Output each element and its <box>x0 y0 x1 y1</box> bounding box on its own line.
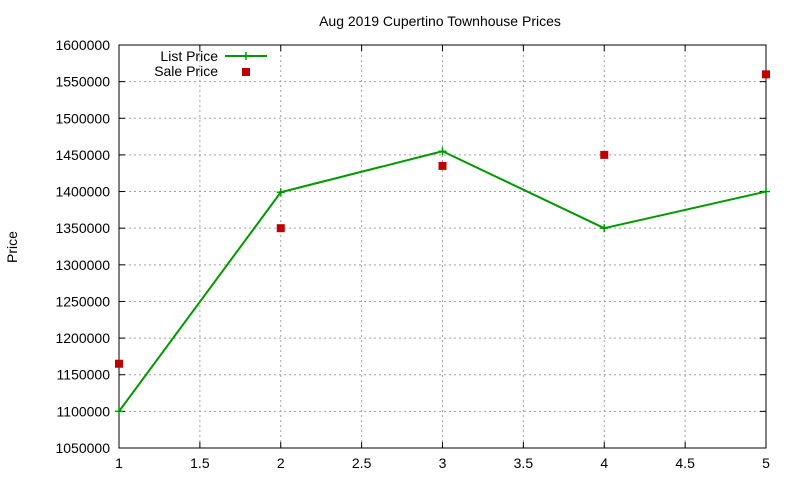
x-tick-label: 2.5 <box>352 455 372 471</box>
y-tick-label: 1050000 <box>55 440 110 456</box>
y-tick-label: 1350000 <box>55 220 110 236</box>
legend-marker-list-price <box>242 52 250 60</box>
x-tick-label: 2 <box>277 455 285 471</box>
legend-label-sale-price: Sale Price <box>154 63 218 79</box>
legend: List Price Sale Price <box>154 48 267 79</box>
legend-marker-sale-price <box>242 68 250 76</box>
grid <box>119 45 766 448</box>
x-tick-label: 3 <box>439 455 447 471</box>
data-point-list-price <box>762 187 770 196</box>
y-tick-label: 1250000 <box>55 293 110 309</box>
y-tick-label: 1200000 <box>55 330 110 346</box>
tick-marks <box>118 44 767 449</box>
data-point-sale-price <box>115 359 123 368</box>
y-tick-labels: 1050000 1100000 1150000 1200000 1250000 13000… <box>55 37 110 456</box>
y-tick-label: 1300000 <box>55 257 110 273</box>
data-point-list-price <box>115 407 123 416</box>
y-tick-label: 1550000 <box>55 74 110 90</box>
x-tick-labels: 1 1.5 2 2.5 3 3.5 4 4.5 5 <box>115 455 770 471</box>
x-tick-label: 5 <box>762 455 770 471</box>
x-tick-label: 1 <box>115 455 123 471</box>
data-point-list-price <box>438 147 447 156</box>
x-tick-label: 1.5 <box>190 455 210 471</box>
y-tick-label: 1400000 <box>55 184 110 200</box>
data-point-sale-price <box>438 161 447 170</box>
data-point-list-price <box>600 224 609 233</box>
x-tick-label: 4.5 <box>675 455 695 471</box>
y-axis-label: Price <box>4 231 20 263</box>
y-tick-label: 1150000 <box>57 367 111 383</box>
x-tick-label: 3.5 <box>514 455 534 471</box>
chart-title: Aug 2019 Cupertino Townhouse Prices <box>319 13 561 29</box>
y-tick-label: 1450000 <box>55 147 110 163</box>
data-point-sale-price <box>762 70 770 79</box>
y-tick-label: 1600000 <box>55 37 110 53</box>
y-tick-label: 1500000 <box>55 110 110 126</box>
data-point-sale-price <box>600 150 609 159</box>
y-tick-label: 1100000 <box>57 403 111 419</box>
data-point-sale-price <box>276 224 285 233</box>
legend-label-list-price: List Price <box>160 48 218 64</box>
series-layer <box>115 70 770 416</box>
x-tick-label: 4 <box>600 455 608 471</box>
data-point-list-price <box>276 188 285 197</box>
